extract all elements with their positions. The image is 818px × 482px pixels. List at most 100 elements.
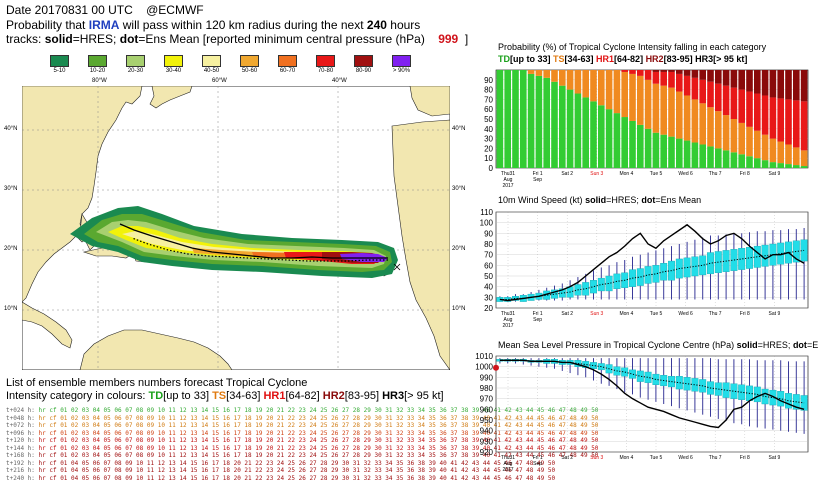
y-tick-label: 80	[484, 240, 493, 249]
x-tick-label: Fri 1 Sep	[533, 171, 543, 183]
lat-label-20n-right: 20°N	[452, 246, 466, 252]
x-tick-label: Tue 5	[650, 455, 663, 461]
ens-box	[636, 370, 644, 382]
bar-TS	[644, 79, 652, 129]
x-tick-line: Sat 2	[561, 311, 573, 317]
legend-swatch: 20-30	[120, 55, 151, 74]
bar-TS	[543, 70, 550, 78]
bar-HR1	[652, 71, 660, 84]
bar-HR1	[683, 75, 691, 96]
bar-TS	[699, 103, 706, 145]
y-tick-label: 980	[480, 384, 494, 393]
bar-HR1	[785, 99, 792, 145]
ensemble-row: t+120 h: hr cf 01 02 03 04 05 06 07 08 0…	[6, 437, 598, 444]
legend-swatch: 40-50	[196, 55, 227, 74]
plot-frame	[495, 211, 809, 309]
ensemble-row: t+216 h: hr cf 01 04 05 06 07 08 09 10 1…	[6, 467, 555, 474]
legend-color-box	[164, 55, 183, 67]
intensity-category-range: [83-95]	[344, 390, 383, 402]
bar-TS	[590, 70, 597, 102]
x-tick-label: Sat 2	[561, 455, 573, 461]
ensemble-row-members: hr cf 01 02 03 04 05 06 07 08 09 10 11 1…	[38, 422, 599, 429]
bar-TD	[590, 101, 597, 168]
x-tick-line: Sep	[533, 461, 542, 467]
hres-track	[119, 223, 388, 259]
bar-HR2	[800, 70, 808, 102]
legend-color-box	[392, 55, 411, 67]
bar-TS	[574, 70, 582, 94]
y-tick-label: 70	[484, 95, 493, 104]
bar-TD	[644, 128, 652, 168]
bar-TD	[512, 70, 519, 168]
bar-TD	[551, 81, 558, 168]
bar-TD	[605, 109, 613, 168]
bar-TS	[668, 87, 675, 137]
ens-box	[738, 248, 746, 270]
bar-TD	[660, 134, 667, 168]
ensemble-row-label: t+072 h:	[6, 422, 39, 429]
legend-color-box	[88, 55, 107, 67]
bar-TS	[761, 134, 769, 161]
x-tick-line: Aug	[504, 177, 513, 183]
bar-HR2	[676, 70, 683, 74]
y-tick-label: 1010	[475, 352, 493, 361]
intensity-categories: TD[up to 33] TS[34-63] HR1[64-82] HR2[83…	[148, 390, 443, 402]
ens-box	[746, 247, 753, 269]
bar-TD	[793, 165, 800, 168]
x-tick-line: Aug	[504, 317, 513, 323]
x-tick-line: Sep	[533, 177, 542, 183]
ens-box	[582, 361, 590, 368]
bar-TD	[754, 158, 761, 168]
x-tick-line: Thu 7	[709, 171, 722, 177]
bar-TS	[707, 107, 714, 147]
ensemble-row-members: hr cf 01 02 03 04 05 06 07 08 09 10 11 1…	[38, 452, 599, 459]
x-tick-line: Sun 3	[590, 311, 603, 317]
prob-subtitle-part: [64-82]	[614, 54, 646, 64]
bar-HR1	[629, 70, 636, 74]
legend-swatch: 70-80	[310, 55, 341, 74]
intensity-category-name: HR2	[322, 390, 345, 402]
x-tick-label: Mon 4	[619, 171, 633, 177]
ens-box	[707, 252, 714, 275]
prob-subtitle-part: TS	[553, 54, 565, 64]
x-tick-label: Fri 8	[740, 455, 750, 461]
ens-mean-label: =Ens Mean [reported minimum central pres…	[138, 32, 425, 46]
bar-HR1	[793, 100, 800, 148]
bar-TD	[683, 140, 691, 168]
intensity-category-name: TD	[148, 390, 164, 402]
legend-label: 30-40	[165, 68, 182, 74]
x-tick-line: Wed 6	[678, 311, 693, 317]
legend-color-box	[278, 55, 297, 67]
x-tick-line: 2017	[502, 323, 513, 329]
bar-HR2	[738, 70, 745, 90]
lon-label-80w: 80°W	[92, 78, 107, 84]
bar-TD	[574, 93, 582, 168]
intensity-prefix: Intensity category in colours:	[6, 390, 146, 402]
bar-TS	[582, 70, 589, 98]
y-tick-label: 20	[484, 304, 493, 313]
x-tick-label: Wed 6	[678, 171, 693, 177]
x-tick-line: Aug	[504, 461, 513, 467]
y-tick-label: 50	[484, 272, 493, 281]
ensemble-row: t+048 h: hr cf 01 02 03 04 05 06 07 08 0…	[6, 415, 598, 422]
prob-subtitle-part: HR3	[695, 54, 714, 64]
ensemble-row: t+192 h: hr cf 01 04 05 06 07 08 09 10 1…	[6, 460, 555, 467]
x-tick-label: Fri 1 Sep	[533, 455, 543, 467]
x-tick-line: Thu31	[501, 455, 515, 461]
x-tick-line: Sep	[533, 317, 542, 323]
bar-HR2	[785, 70, 792, 100]
lat-label-10n-right: 10°N	[452, 306, 466, 312]
lat-label-30n: 30°N	[4, 186, 18, 192]
bar-TS	[652, 83, 660, 133]
bar-HR2	[683, 70, 691, 76]
land-canada-maritime	[149, 86, 193, 109]
x-tick-line: Sun 3	[590, 171, 603, 177]
x-tick-line: Sun 3	[590, 455, 603, 461]
bar-TD	[543, 77, 550, 168]
bar-HR2	[722, 70, 730, 86]
ens-box	[785, 393, 792, 409]
bar-TS	[637, 75, 644, 125]
bar-TD	[598, 105, 605, 168]
y-tick-label: 60	[484, 105, 493, 114]
